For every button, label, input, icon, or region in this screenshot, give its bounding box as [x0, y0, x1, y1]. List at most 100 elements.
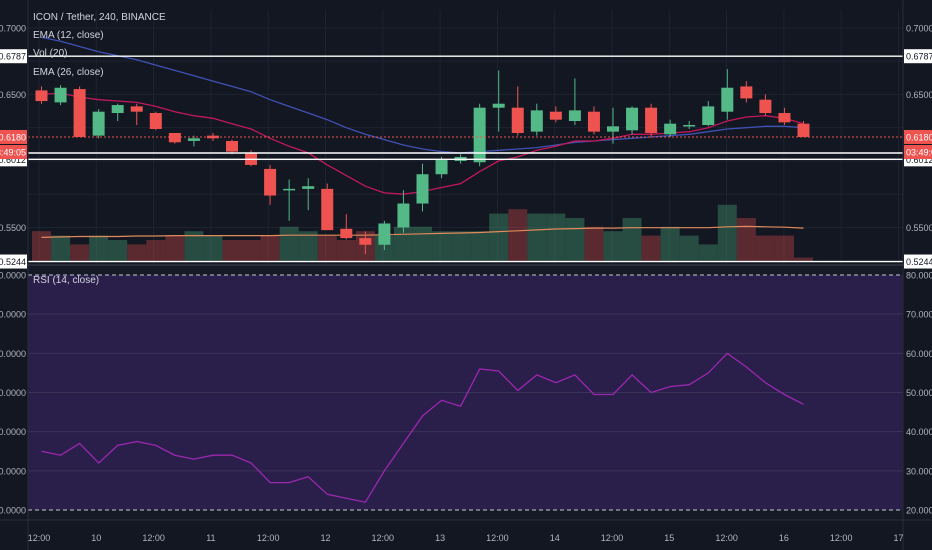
time-tick: 10	[91, 533, 101, 543]
horizontal-lines-layer[interactable]	[28, 55, 903, 263]
price-line-label-text: 0.6787	[906, 52, 932, 62]
candle[interactable]	[797, 121, 810, 137]
candle[interactable]	[740, 81, 753, 103]
candle[interactable]	[626, 106, 639, 135]
candle-body	[54, 87, 67, 103]
time-tick: 12:00	[486, 533, 509, 543]
countdown-label-box	[0, 145, 27, 159]
candle[interactable]	[568, 78, 581, 126]
time-tick: 12:00	[715, 533, 738, 543]
last-price-label: 0.6180	[0, 129, 27, 144]
rsi-tick: 60.0000	[0, 349, 26, 359]
candle-body	[130, 106, 143, 112]
candle[interactable]	[168, 132, 181, 144]
rsi-tick-text: 50.0000	[0, 388, 26, 398]
candle[interactable]	[435, 156, 448, 179]
candle[interactable]	[702, 101, 715, 127]
price-line-label-text: 0.6012	[0, 155, 26, 165]
candle[interactable]	[73, 86, 86, 137]
candles-layer[interactable]	[35, 69, 810, 255]
price-line-label: 0.5244	[904, 254, 932, 269]
candle[interactable]	[264, 164, 277, 205]
candle[interactable]	[359, 231, 372, 255]
candle-body	[416, 174, 429, 204]
volume-bar	[241, 240, 261, 262]
volume-bar	[32, 231, 51, 262]
candle[interactable]	[530, 103, 543, 136]
volume-bar	[260, 235, 280, 262]
rsi-tick: 80.0000	[906, 271, 932, 281]
candle[interactable]	[149, 111, 162, 131]
candle[interactable]	[683, 121, 696, 129]
candle[interactable]	[340, 214, 353, 240]
candle-body	[759, 99, 772, 114]
ema12-legend[interactable]: EMA (12, close)	[33, 30, 104, 41]
volume-bar	[298, 231, 318, 262]
rsi-tick-text: 70.0000	[0, 310, 26, 320]
symbol-title: ICON / Tether, 240, BINANCE	[33, 12, 166, 23]
candle[interactable]	[492, 70, 505, 132]
rsi-tick-text: 30.0000	[0, 466, 26, 476]
candle[interactable]	[111, 103, 124, 122]
candle[interactable]	[226, 139, 238, 155]
candle-body	[111, 105, 124, 114]
candle-body	[73, 89, 86, 137]
candle[interactable]	[664, 119, 677, 137]
price-line-label-box	[0, 254, 27, 269]
volume-bar	[565, 218, 585, 262]
candle[interactable]	[511, 86, 524, 136]
candle-body	[721, 87, 734, 112]
price-tick-text: 0.5500	[0, 223, 26, 233]
volume-bar	[165, 235, 185, 262]
price-line-label-text: 0.5244	[906, 257, 932, 267]
rsi-tick: 50.0000	[0, 388, 26, 398]
candle-body	[92, 111, 105, 136]
candle[interactable]	[645, 103, 658, 137]
price-tick: 0.7000	[0, 23, 26, 33]
candle-body	[530, 110, 543, 132]
countdown-label-text: 03:49:05	[906, 148, 932, 158]
volume-bar	[794, 257, 813, 262]
volume-bar	[184, 231, 204, 262]
ema26-legend[interactable]: EMA (26, close)	[33, 67, 104, 78]
candle[interactable]	[397, 190, 410, 233]
candle[interactable]	[721, 69, 734, 120]
candle[interactable]	[778, 107, 791, 126]
candle-body	[549, 111, 562, 120]
candle[interactable]	[759, 94, 772, 116]
candle[interactable]	[416, 163, 429, 212]
rsi-tick-text: 40.0000	[0, 427, 26, 437]
volume-bar	[279, 226, 299, 262]
price-tick: 0.6500	[0, 90, 26, 100]
candle-body	[511, 107, 524, 133]
time-tick: 14	[550, 533, 560, 543]
rsi-line	[41, 352, 804, 503]
candle[interactable]	[549, 106, 562, 123]
candle[interactable]	[302, 178, 315, 211]
rsi-tick: 70.0000	[0, 310, 26, 320]
candle-body	[797, 123, 810, 137]
countdown-label-box	[904, 145, 932, 159]
volume-bar	[470, 231, 490, 262]
candle-body	[168, 132, 181, 143]
candle[interactable]	[35, 86, 48, 104]
candle[interactable]	[54, 85, 67, 106]
candle[interactable]	[473, 103, 486, 167]
price-tick: 0.5500	[0, 223, 26, 233]
candle[interactable]	[130, 103, 143, 126]
candle[interactable]	[378, 220, 391, 251]
rsi-legend[interactable]: RSI (14, close)	[33, 275, 99, 286]
candle-body	[645, 107, 658, 133]
volume-ma-line	[41, 225, 804, 238]
volume-legend[interactable]: Vol (20)	[33, 48, 67, 59]
price-line-label-text: 0.6787	[0, 52, 26, 62]
candle[interactable]	[587, 106, 600, 135]
rsi-tick: 20.0000	[0, 506, 26, 516]
candle[interactable]	[283, 179, 296, 221]
candle[interactable]	[607, 107, 619, 144]
rsi-tick-text: 60.0000	[0, 349, 26, 359]
candle[interactable]	[92, 109, 105, 139]
candle[interactable]	[321, 183, 334, 231]
